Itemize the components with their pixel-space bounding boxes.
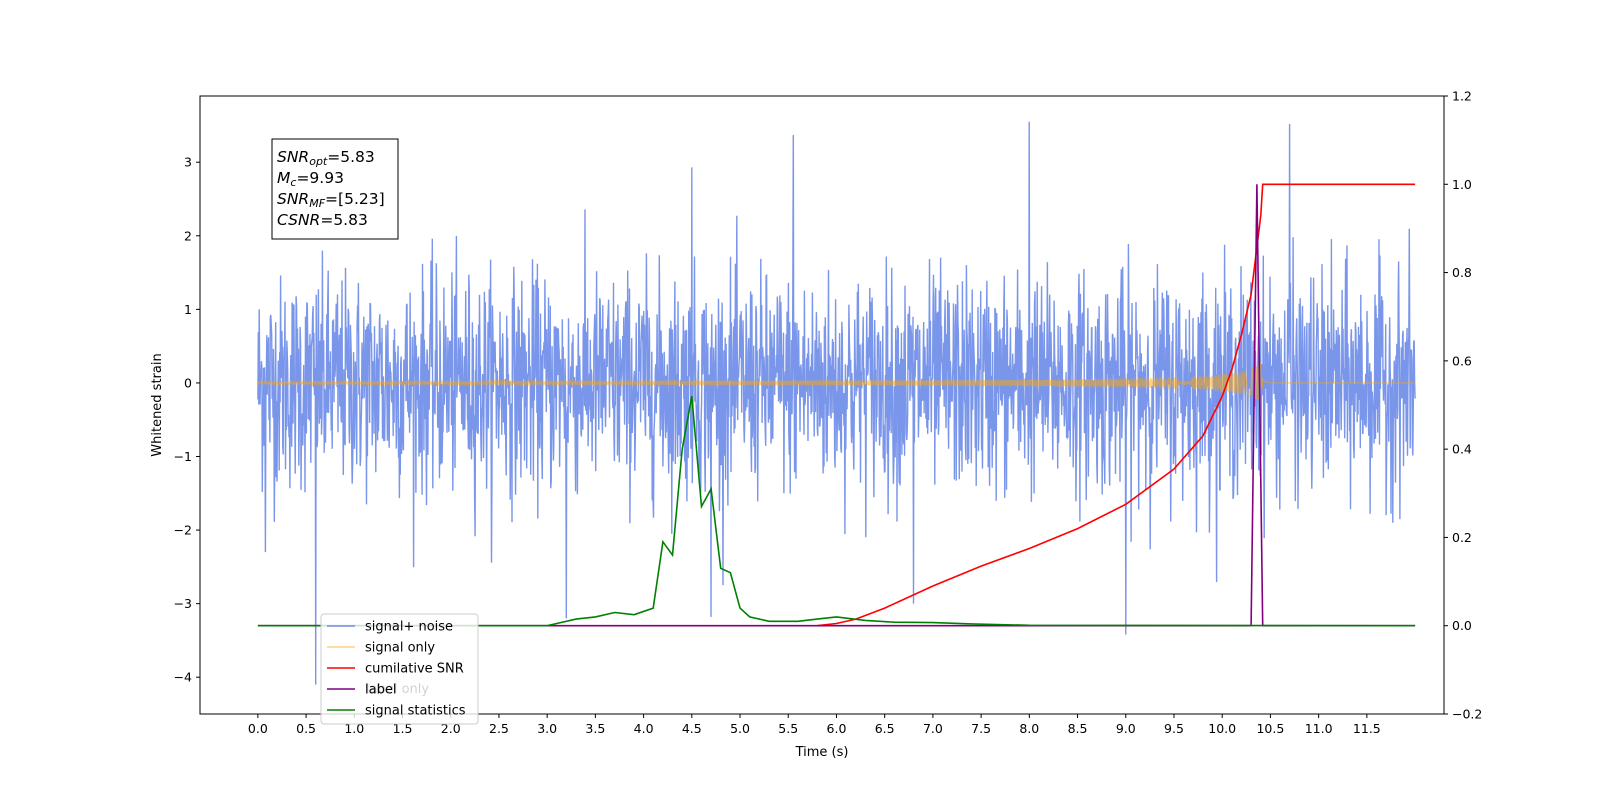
legend-label: label — [365, 683, 396, 698]
y2-tick-label: 0.0 — [1452, 618, 1472, 633]
y2-tick-label: 0.6 — [1452, 353, 1472, 368]
x-tick-label: 2.5 — [489, 721, 509, 736]
x-tick-label: 7.0 — [923, 721, 943, 736]
y2-tick-label: 1.2 — [1452, 89, 1472, 104]
annotation-line: SNRopt=5.83 — [277, 148, 375, 168]
plot-frame — [199, 95, 1445, 715]
x-axis: 0.0 0.5 1.0 1.5 2.0 2.5 3.0 3.5 4.0 4.5 5.0 5.5 6.0 6… — [248, 714, 1381, 736]
series-signal-only — [257, 361, 1416, 401]
y-tick-label: 0 — [184, 375, 192, 390]
y-tick-label: −1 — [174, 449, 192, 464]
series-layer — [257, 121, 1416, 685]
series-signal-noise — [257, 121, 1416, 685]
x-tick-label: 9.0 — [1116, 721, 1136, 736]
legend-label: signal statistics — [365, 704, 466, 719]
legend-frame — [320, 613, 479, 725]
x-tick-label: 7.5 — [971, 721, 991, 736]
y-axis-left: −4 −3 −2 −1 0 1 2 3 — [174, 155, 200, 685]
x-tick-label: 5.5 — [778, 721, 798, 736]
x-axis-label: Time (s) — [795, 745, 849, 760]
x-tick-label: 10.0 — [1208, 721, 1236, 736]
y2-tick-label: 0.8 — [1452, 265, 1472, 280]
annotation-line: Mc=9.93 — [277, 169, 344, 189]
x-tick-label: 3.5 — [585, 721, 605, 736]
x-tick-label: 11.0 — [1305, 721, 1333, 736]
x-tick-label: 9.5 — [1164, 721, 1184, 736]
y-tick-label: −4 — [174, 670, 192, 685]
x-tick-label: 4.0 — [634, 721, 654, 736]
y-tick-label: 3 — [184, 155, 192, 170]
legend: label only signal+ noise signal only cumila… — [320, 613, 479, 725]
series-cumilative-snr — [817, 183, 1416, 627]
legend-label: cumilative SNR — [365, 662, 464, 677]
x-tick-label: 0.5 — [296, 721, 316, 736]
x-tick-label: 11.5 — [1353, 721, 1381, 736]
x-tick-label: 0.0 — [248, 721, 268, 736]
annotation-line: SNRMF=[5.23] — [277, 190, 385, 210]
y-tick-label: 1 — [184, 302, 192, 317]
legend-hidden-text: label only — [366, 682, 429, 697]
annotation-line: CSNR=5.83 — [277, 211, 368, 229]
x-tick-label: 6.5 — [875, 721, 895, 736]
legend-label: signal+ noise — [365, 620, 453, 635]
x-tick-label: 8.0 — [1019, 721, 1039, 736]
y2-tick-label: 0.2 — [1452, 530, 1472, 545]
x-tick-label: 3.0 — [537, 721, 557, 736]
y2-tick-label: 1.0 — [1452, 177, 1472, 192]
x-tick-label: 2.0 — [441, 721, 461, 736]
x-tick-label: 1.0 — [344, 721, 364, 736]
y2-tick-label: 0.4 — [1452, 442, 1472, 457]
x-tick-label: 4.5 — [682, 721, 702, 736]
x-tick-label: 8.5 — [1068, 721, 1088, 736]
series-signal-statistics — [257, 396, 1416, 627]
x-tick-label: 1.5 — [393, 721, 413, 736]
y-axis-right: −0.2 0.0 0.2 0.4 0.6 0.8 1.0 1.2 — [1444, 89, 1482, 722]
legend-label: signal only — [365, 641, 435, 656]
x-tick-label: 6.0 — [827, 721, 847, 736]
x-tick-label: 10.5 — [1256, 721, 1284, 736]
annotation-frame — [271, 138, 399, 240]
y-tick-label: −2 — [174, 523, 192, 538]
y2-tick-label: −0.2 — [1452, 707, 1482, 722]
y-axis-label: Whitened strain — [150, 353, 165, 456]
y-tick-label: −3 — [174, 596, 192, 611]
x-tick-label: 5.0 — [730, 721, 750, 736]
y-tick-label: 2 — [184, 228, 192, 243]
